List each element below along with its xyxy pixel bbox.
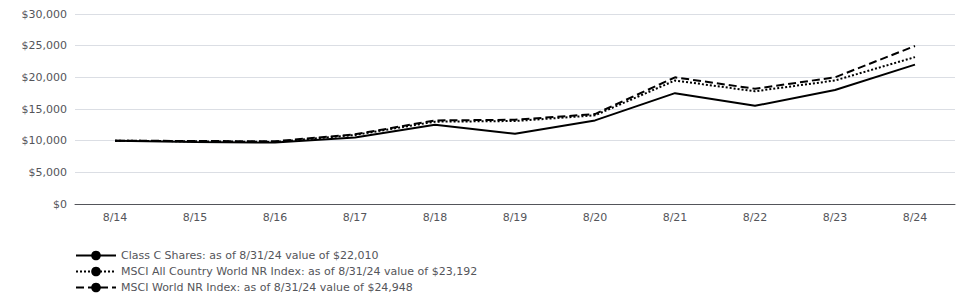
svg-text:$15,000: $15,000 [22,103,68,116]
svg-text:8/16: 8/16 [263,211,288,224]
svg-text:8/14: 8/14 [103,211,128,224]
svg-text:$10,000: $10,000 [22,134,68,147]
svg-text:$20,000: $20,000 [22,71,68,84]
svg-text:8/24: 8/24 [903,211,928,224]
svg-text:$5,000: $5,000 [29,166,68,179]
svg-text:8/22: 8/22 [743,211,768,224]
svg-text:MSCI All Country World NR Inde: MSCI All Country World NR Index: as of 8… [121,265,477,278]
svg-text:8/15: 8/15 [183,211,208,224]
svg-text:8/19: 8/19 [503,211,528,224]
svg-text:Class C Shares: as of 8/31/24: Class C Shares: as of 8/31/24 value of $… [121,249,378,262]
svg-text:8/23: 8/23 [823,211,848,224]
svg-text:8/17: 8/17 [343,211,368,224]
svg-text:MSCI World NR Index: as of 8/3: MSCI World NR Index: as of 8/31/24 value… [121,281,413,294]
svg-text:8/20: 8/20 [583,211,608,224]
svg-text:$0: $0 [53,198,67,211]
svg-text:8/18: 8/18 [423,211,448,224]
svg-text:$25,000: $25,000 [22,39,68,52]
svg-text:$30,000: $30,000 [22,8,68,21]
svg-text:8/21: 8/21 [663,211,688,224]
